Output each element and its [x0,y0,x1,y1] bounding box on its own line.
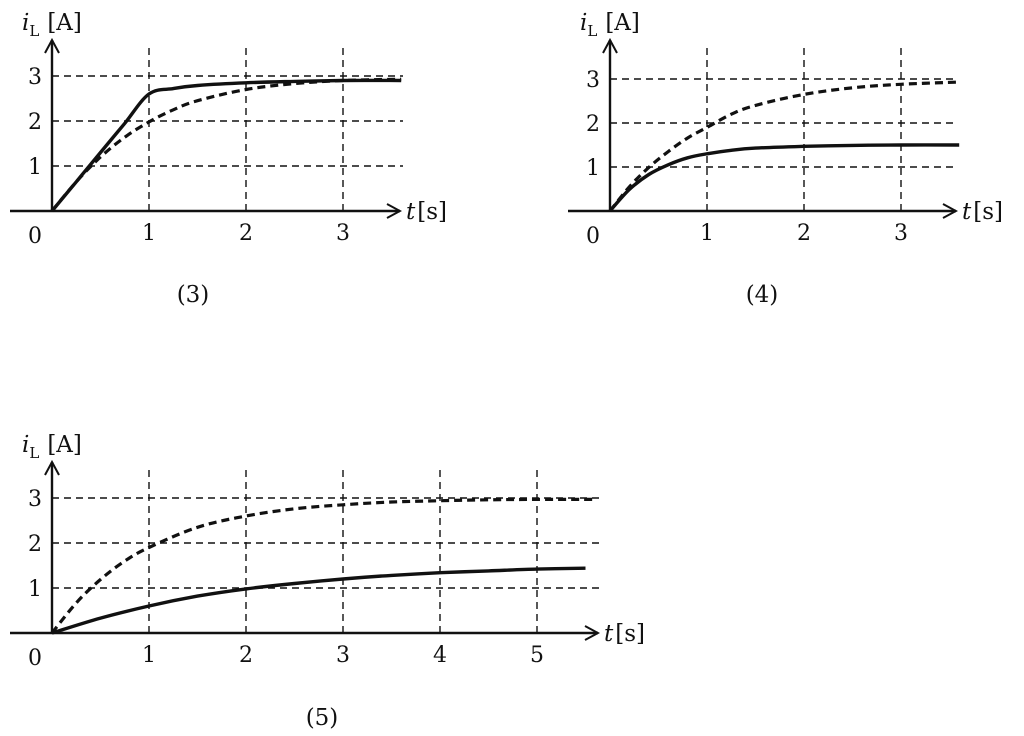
y-tick-label: 1 [28,577,42,602]
chart-5: 1 2 3 4 5 1 2 3 0 iL [A] t[s] (5) [10,432,645,731]
series-dashed-line [50,497,596,634]
x-tick-label: 3 [336,643,350,668]
x-tick-label: 2 [797,221,811,246]
series-dashed-line [50,77,402,213]
x-axis-label: t[s] [406,199,447,225]
y-tick-label: 1 [28,155,42,180]
origin-label: 0 [28,224,42,249]
y-tick-label: 3 [28,65,42,90]
y-tick-label: 3 [28,487,42,512]
x-tick-label: 1 [142,221,156,246]
x-tick-label: 2 [239,643,253,668]
series-solid-line [51,566,586,635]
chart-caption: (3) [177,282,210,308]
axes [568,40,956,211]
y-tick-label: 2 [28,532,42,557]
axes [10,40,400,211]
y-axis-label: iL [A] [22,10,82,40]
grid-lines [52,48,403,211]
x-axis-label: t[s] [962,199,1003,225]
labels: 1 2 3 1 2 3 0 iL [A] t[s] (4) [580,10,1003,308]
axes [10,462,598,633]
chart-4: 1 2 3 1 2 3 0 iL [A] t[s] (4) [568,10,1003,308]
x-tick-label: 1 [700,221,714,246]
series-layer [50,497,596,635]
y-tick-label: 2 [28,110,42,135]
labels: 1 2 3 4 5 1 2 3 0 iL [A] t[s] (5) [22,432,645,731]
x-tick-label: 5 [530,643,544,668]
origin-label: 0 [28,646,42,671]
labels: 1 2 3 1 2 3 0 iL [A] t[s] (3) [22,10,447,308]
y-tick-label: 3 [586,68,600,93]
series-layer [50,77,402,213]
series-layer [608,80,960,213]
y-tick-label: 1 [586,156,600,181]
x-tick-label: 3 [894,221,908,246]
y-axis-label: iL [A] [22,432,82,462]
x-tick-label: 1 [142,643,156,668]
x-tick-label: 4 [433,643,447,668]
series-dashed-line [608,80,960,212]
x-tick-label: 3 [336,221,350,246]
y-tick-label: 2 [586,112,600,137]
x-axis-label: t[s] [604,621,645,647]
chart-caption: (5) [306,705,339,731]
chart-caption: (4) [746,282,779,308]
series-solid-line [50,78,402,213]
origin-label: 0 [586,224,600,249]
x-tick-label: 2 [239,221,253,246]
series-solid-line [608,143,960,213]
y-axis-label: iL [A] [580,10,640,40]
grid-lines [610,48,958,211]
chart-3: 1 2 3 1 2 3 0 iL [A] t[s] (3) [10,10,447,308]
